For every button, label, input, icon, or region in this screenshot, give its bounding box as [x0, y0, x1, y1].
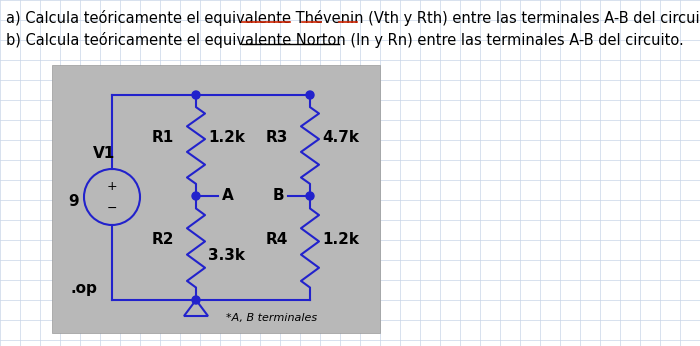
Text: *A, B terminales: *A, B terminales	[226, 313, 317, 323]
Circle shape	[192, 91, 200, 99]
Circle shape	[306, 192, 314, 200]
FancyBboxPatch shape	[52, 65, 380, 333]
Text: R1: R1	[152, 130, 174, 145]
Text: 1.2k: 1.2k	[322, 233, 359, 247]
Text: 1.2k: 1.2k	[208, 130, 245, 145]
Text: b) Calcula teóricamente el equivalente Norton (In y Rn) entre las terminales A-B: b) Calcula teóricamente el equivalente N…	[6, 32, 684, 48]
Text: 9: 9	[69, 194, 79, 209]
Text: 4.7k: 4.7k	[322, 130, 359, 145]
Circle shape	[306, 91, 314, 99]
Text: A: A	[222, 189, 234, 203]
Text: R2: R2	[151, 233, 174, 247]
Text: R3: R3	[265, 130, 288, 145]
Text: +: +	[106, 181, 118, 193]
Circle shape	[192, 192, 200, 200]
Text: B: B	[272, 189, 284, 203]
Text: .op: .op	[70, 281, 97, 295]
Text: R4: R4	[265, 233, 288, 247]
Text: a) Calcula teóricamente el equivalente Thévenin (Vth y Rth) entre las terminales: a) Calcula teóricamente el equivalente T…	[6, 10, 700, 26]
Text: 3.3k: 3.3k	[208, 248, 245, 264]
Circle shape	[192, 296, 200, 304]
Text: V1: V1	[93, 146, 115, 162]
Text: −: −	[106, 201, 118, 215]
